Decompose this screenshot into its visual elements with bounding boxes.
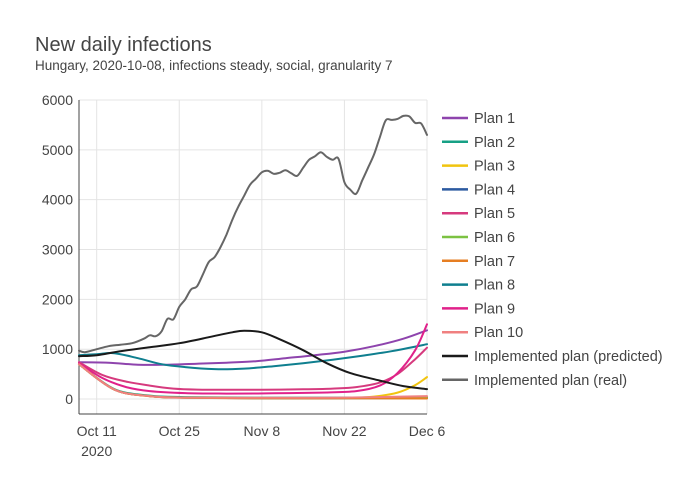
x-tick-sublabel: 2020 (81, 443, 112, 459)
series-line (78, 323, 428, 395)
legend-label: Plan 5 (474, 206, 515, 222)
x-tick-label: Nov 8 (244, 423, 281, 439)
legend: Plan 1 Plan 2 Plan 3 Plan 4 Plan 5 Plan 6 Plan… (442, 111, 663, 389)
legend-label: Plan 9 (474, 301, 515, 317)
y-tick-label: 2000 (42, 291, 73, 307)
series-line (78, 329, 428, 391)
legend-label: Plan 1 (474, 111, 515, 127)
y-tick-label: 6000 (42, 92, 73, 108)
legend-label: Plan 6 (474, 230, 515, 246)
y-tick-label: 4000 (42, 192, 73, 208)
x-tick-label: Oct 25 (159, 423, 200, 439)
x-tick-label: Dec 6 (409, 423, 446, 439)
series-line (78, 343, 428, 371)
chart-subtitle: Hungary, 2020-10-08, infections steady, … (35, 58, 392, 73)
chart-title: New daily infections (35, 34, 212, 56)
axes: 0 1000 2000 3000 4000 5000 6000 Oct 11 2020 Oct 2… (42, 92, 446, 459)
legend-label: Plan 8 (474, 278, 515, 294)
legend-label: Plan 7 (474, 254, 515, 270)
series-line (78, 329, 428, 366)
gridlines (79, 99, 428, 414)
y-tick-label: 1000 (42, 341, 73, 357)
legend-label: Plan 4 (474, 182, 515, 198)
legend-label: Plan 2 (474, 135, 515, 151)
y-tick-label: 0 (65, 391, 73, 407)
series-line (78, 114, 428, 354)
y-tick-label: 3000 (42, 242, 73, 258)
legend-label: Implemented plan (predicted) (474, 349, 663, 365)
legend-label: Implemented plan (real) (474, 373, 627, 389)
x-tick-label: Nov 22 (322, 423, 367, 439)
series-lines (78, 114, 428, 400)
legend-label: Plan 10 (474, 325, 523, 341)
series-line (78, 363, 428, 399)
legend-label: Plan 3 (474, 159, 515, 175)
x-tick-label: Oct 11 (77, 423, 117, 439)
y-tick-label: 5000 (42, 142, 73, 158)
